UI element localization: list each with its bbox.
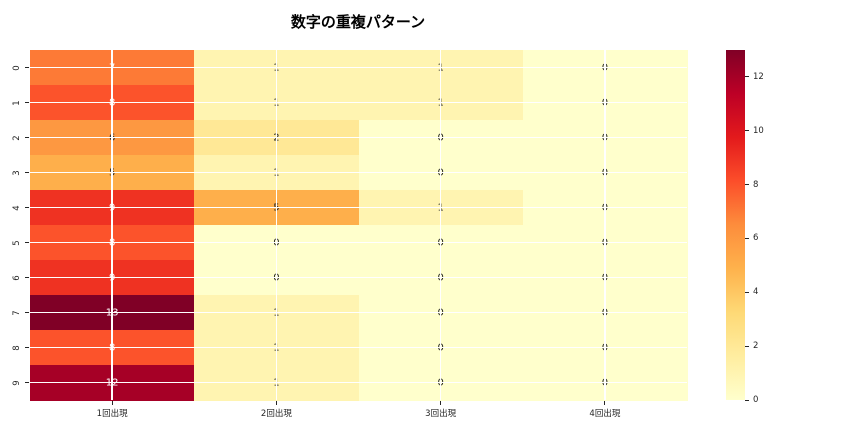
gridline-h — [30, 276, 687, 279]
y-tick-label: 5 — [12, 239, 22, 246]
colorbar-tick-mark — [745, 399, 749, 401]
colorbar-tick-mark — [745, 237, 749, 239]
colorbar-tick-mark — [745, 345, 749, 347]
colorbar-tick-label: 4 — [753, 287, 759, 298]
colorbar-tick-mark — [745, 76, 749, 78]
y-tick-mark — [25, 277, 29, 278]
y-tick-label: 1 — [12, 99, 22, 106]
heatmap-grid: 7110811062005100951080009000131008100121… — [30, 50, 688, 401]
gridline-h — [30, 241, 687, 244]
y-tick-label: 8 — [12, 344, 22, 351]
y-tick-label: 0 — [12, 64, 22, 71]
colorbar-tick-label: 6 — [753, 233, 759, 244]
chart-title: 数字の重複パターン — [290, 13, 426, 31]
y-tick-label: 6 — [12, 274, 22, 281]
gridline-h — [30, 381, 687, 384]
gridline-h — [30, 101, 687, 104]
y-tick-mark — [25, 347, 29, 348]
gridline-v — [604, 50, 606, 400]
colorbar-tick-label: 0 — [753, 395, 759, 405]
y-tick-mark — [25, 242, 29, 243]
gridline-h — [30, 346, 687, 349]
y-tick-mark — [25, 102, 29, 103]
x-tick-label: 3回出現 — [425, 409, 457, 419]
x-tick-label: 1回出現 — [96, 409, 128, 419]
y-tick-label: 9 — [12, 379, 22, 386]
colorbar-tick-label: 10 — [753, 125, 764, 136]
colorbar-tick-label: 12 — [753, 71, 764, 82]
gridline-h — [30, 311, 687, 314]
gridline-h — [30, 66, 687, 69]
colorbar-tick-mark — [745, 291, 749, 293]
y-tick-label: 2 — [12, 134, 22, 141]
gridline-v — [439, 50, 442, 400]
x-tick-mark — [111, 401, 113, 405]
gridline-h — [30, 171, 687, 174]
gridline-v — [275, 50, 278, 400]
y-tick-mark — [25, 137, 29, 138]
colorbar-tick-label: 2 — [753, 341, 759, 352]
colorbar — [726, 50, 745, 400]
x-tick-mark — [275, 401, 277, 405]
gridline-h — [30, 206, 687, 209]
y-tick-mark — [25, 312, 29, 313]
y-tick-label: 3 — [12, 169, 22, 176]
y-tick-label: 7 — [12, 309, 22, 316]
x-tick-label: 4回出現 — [589, 409, 621, 419]
colorbar-tick-mark — [745, 130, 749, 132]
x-tick-mark — [604, 401, 606, 405]
y-tick-mark — [25, 382, 29, 383]
x-tick-mark — [440, 401, 442, 405]
gridline-h — [30, 136, 687, 139]
x-tick-label: 2回出現 — [260, 409, 292, 419]
colorbar-tick-mark — [745, 184, 749, 186]
colorbar-gradient — [726, 50, 745, 400]
y-tick-mark — [25, 67, 29, 68]
y-tick-mark — [25, 207, 29, 208]
y-tick-label: 4 — [12, 204, 22, 211]
y-tick-mark — [25, 172, 29, 173]
gridline-v — [111, 50, 113, 400]
colorbar-tick-label: 8 — [753, 179, 759, 190]
